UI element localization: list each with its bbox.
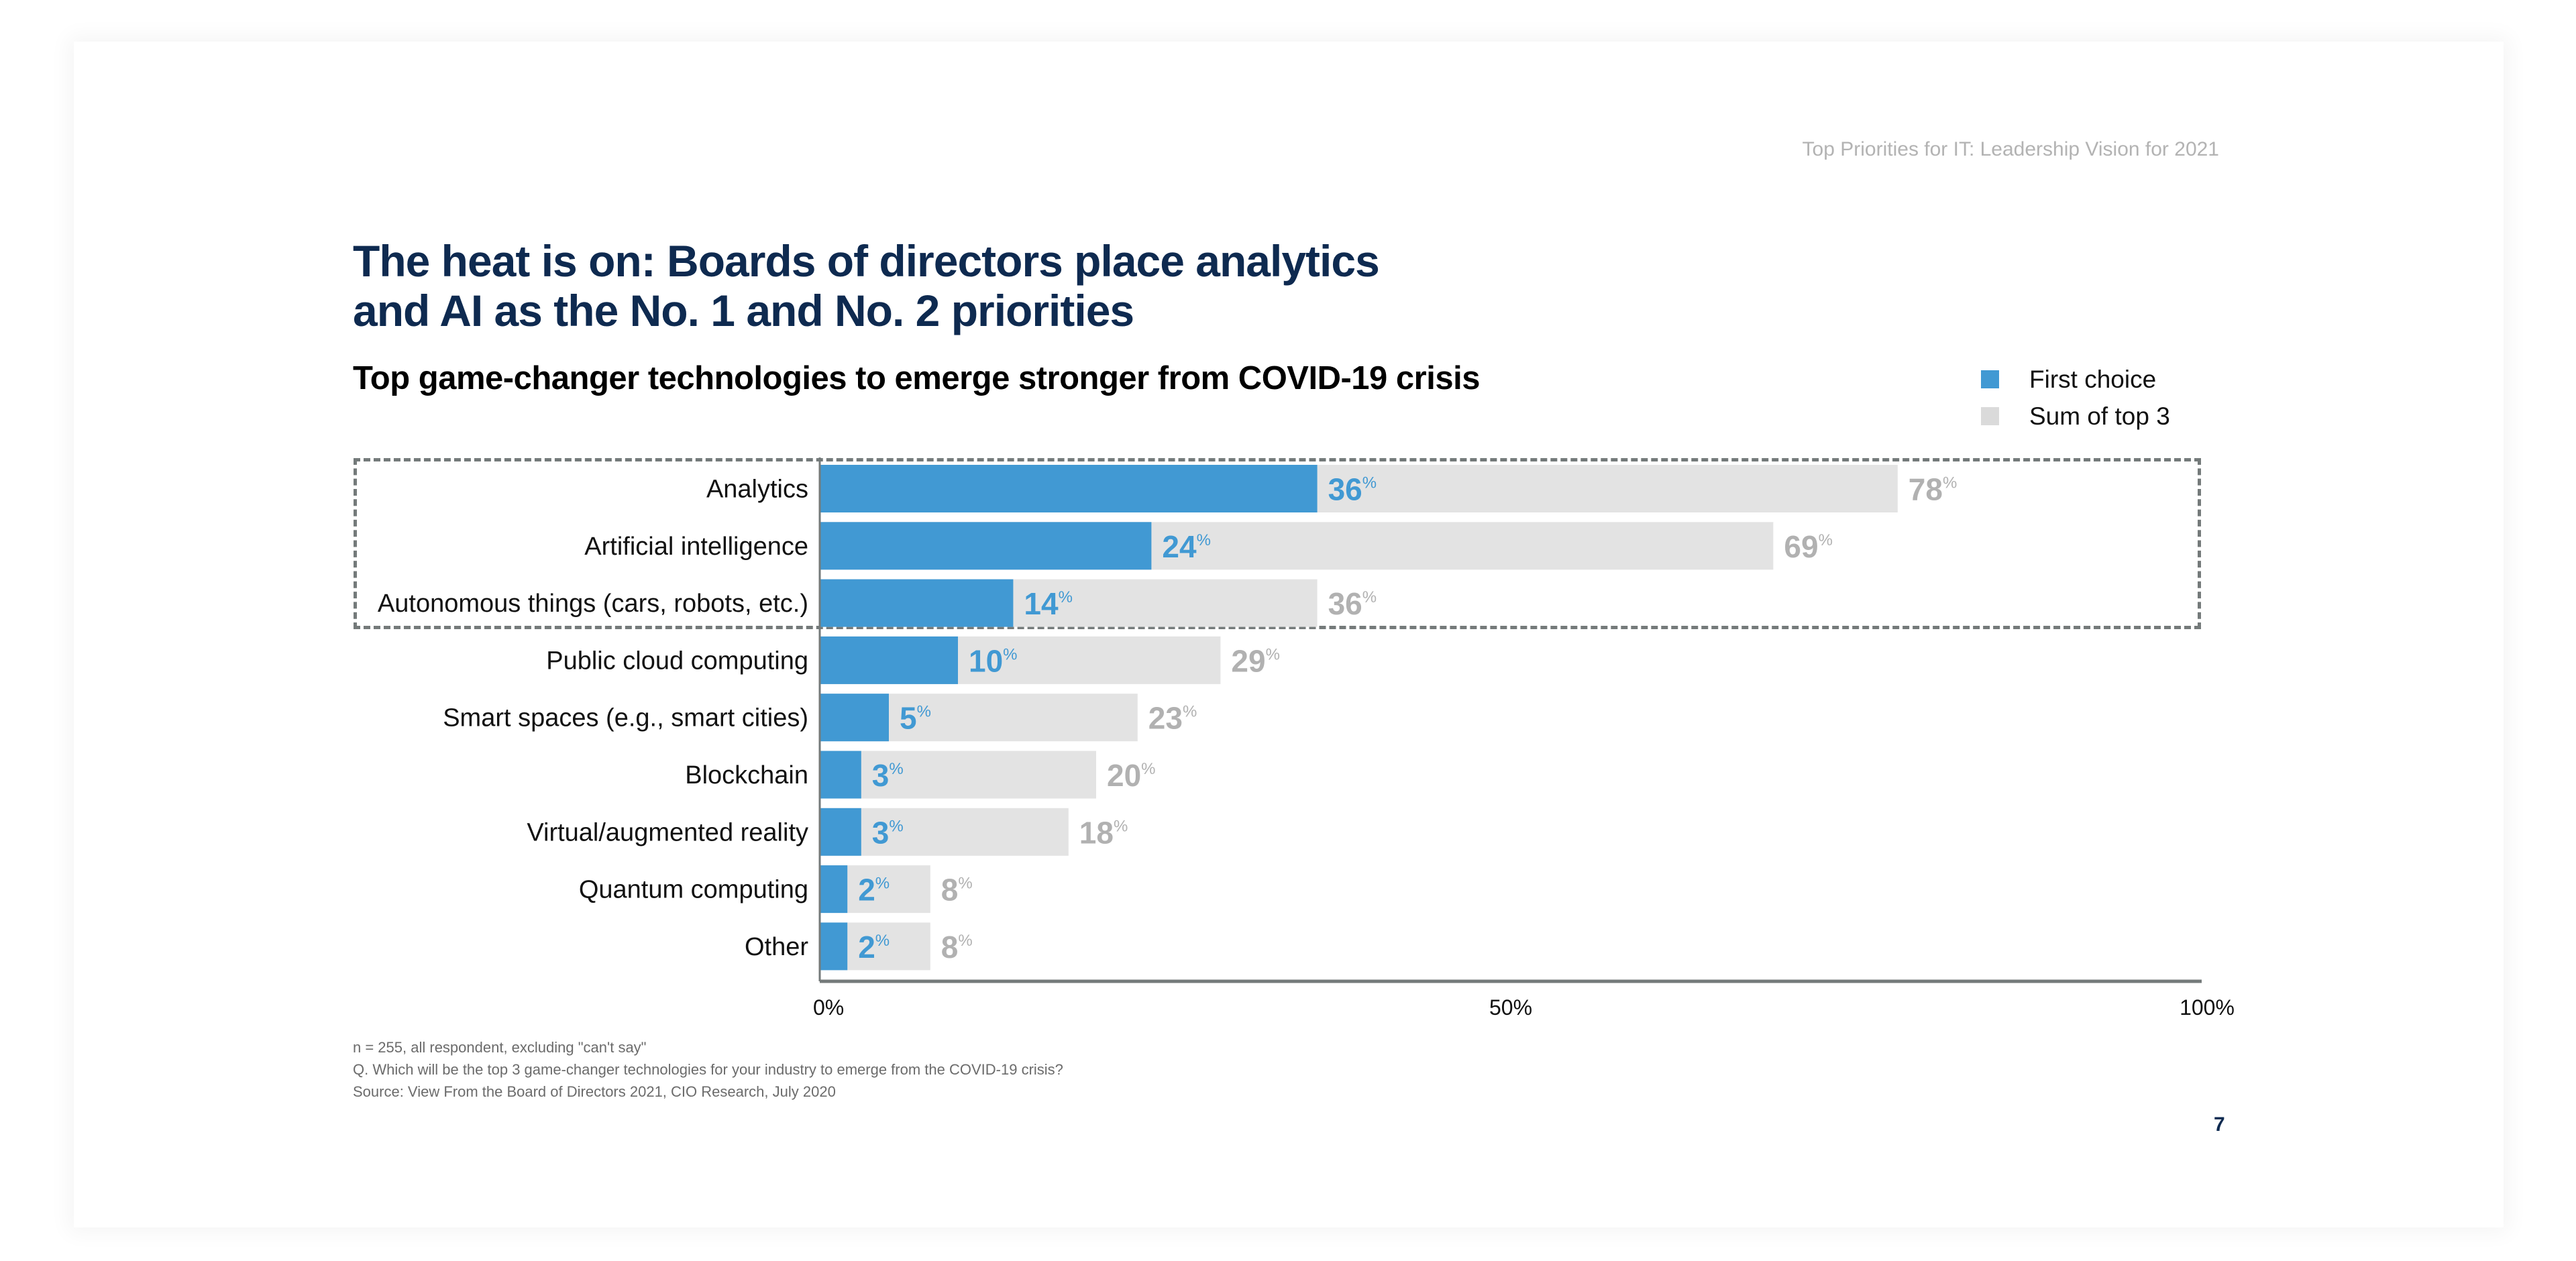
category-label-other: Other (745, 933, 808, 961)
value-label-sum-top3-virtual-augmented-reality: 18% (1079, 815, 1128, 850)
bar-first-choice-artificial-intelligence (820, 522, 1152, 570)
value-label-first-choice-public-cloud-computing: 10% (969, 643, 1018, 678)
legend-swatch-first-choice (1981, 370, 1999, 388)
legend-swatch-sum-top3 (1981, 407, 1999, 425)
value-label-first-choice-other: 2% (858, 930, 890, 965)
value-label-sum-top3-quantum-computing: 8% (941, 873, 973, 908)
bar-first-choice-smart-spaces-e-g-smart-cities (820, 694, 889, 742)
bar-sum-top3-blockchain (820, 751, 1096, 799)
value-label-first-choice-smart-spaces-e-g-smart-cities: 5% (900, 701, 931, 736)
category-labels: Analytics Artificial intelligence Autonomo… (378, 476, 808, 961)
bar-first-choice-virtual-augmented-reality (820, 808, 861, 856)
bar-first-choice-autonomous-things-cars-robots-etc (820, 579, 1014, 627)
x-tick-label-0pct: 0% (813, 995, 844, 1020)
category-label-quantum-computing: Quantum computing (579, 876, 808, 904)
value-label-sum-top3-analytics: 78% (1909, 472, 1957, 507)
category-label-analytics: Analytics (706, 476, 808, 504)
footnote-source: Source: View From the Board of Directors… (353, 1083, 836, 1100)
legend-label-first-choice: First choice (2029, 365, 2157, 393)
value-label-first-choice-artificial-intelligence: 24% (1162, 529, 1211, 564)
legend-item-sum-top3: Sum of top 3 (1981, 398, 2170, 435)
bar-first-choice-blockchain (820, 751, 861, 799)
page-number: 7 (2214, 1113, 2225, 1136)
page-title: The heat is on: Boards of directors plac… (353, 236, 1695, 335)
value-label-sum-top3-autonomous-things-cars-robots-etc: 36% (1328, 586, 1377, 621)
bars-layer (820, 465, 1898, 971)
legend-label-sum-top3: Sum of top 3 (2029, 402, 2170, 430)
value-label-sum-top3-smart-spaces-e-g-smart-cities: 23% (1148, 701, 1197, 736)
category-label-public-cloud-computing: Public cloud computing (546, 647, 808, 675)
value-label-sum-top3-public-cloud-computing: 29% (1231, 643, 1280, 678)
bar-first-choice-analytics (820, 465, 1318, 512)
value-label-sum-top3-blockchain: 20% (1107, 758, 1156, 793)
bar-first-choice-public-cloud-computing (820, 636, 958, 684)
value-label-first-choice-blockchain: 3% (872, 758, 904, 793)
value-labels: 36% 78% 24% 69% 14% 36% 10% 29% 5% 23% 3% 20% 3% 18% 2… (858, 472, 1957, 965)
running-head: Top Priorities for IT: Leadership Vision… (1802, 138, 2219, 160)
x-tick-label-100pct: 100% (2180, 995, 2235, 1020)
value-label-first-choice-autonomous-things-cars-robots-etc: 14% (1024, 586, 1073, 621)
value-label-sum-top3-other: 8% (941, 930, 973, 965)
category-label-artificial-intelligence: Artificial intelligence (584, 533, 808, 561)
category-label-virtual-augmented-reality: Virtual/augmented reality (527, 818, 808, 846)
category-label-autonomous-things-cars-robots-etc: Autonomous things (cars, robots, etc.) (378, 590, 808, 618)
headline-line-1: The heat is on: Boards of directors plac… (353, 236, 1380, 286)
value-label-first-choice-quantum-computing: 2% (858, 873, 890, 908)
highlight-box (354, 458, 2201, 629)
value-label-sum-top3-artificial-intelligence: 69% (1784, 529, 1833, 564)
footnote-sample: n = 255, all respondent, excluding "can'… (353, 1039, 647, 1056)
bar-first-choice-other (820, 922, 848, 971)
category-label-smart-spaces-e-g-smart-cities: Smart spaces (e.g., smart cities) (443, 704, 808, 732)
chart-legend: First choice Sum of top 3 (1981, 361, 2170, 435)
headline-line-2: and AI as the No. 1 and No. 2 priorities (353, 286, 1134, 335)
value-label-first-choice-virtual-augmented-reality: 3% (872, 815, 904, 850)
footnote-question: Q. Which will be the top 3 game-changer … (353, 1061, 1063, 1078)
x-tick-label-50pct: 50% (1489, 995, 1532, 1020)
bar-first-choice-quantum-computing (820, 865, 848, 914)
value-label-first-choice-analytics: 36% (1328, 472, 1377, 507)
slide-page (74, 42, 2504, 1227)
x-axis-ticks: 0% 50% 100% (813, 995, 2235, 1020)
chart-title: Top game-changer technologies to emerge … (353, 360, 1480, 396)
legend-item-first-choice: First choice (1981, 361, 2170, 398)
category-label-blockchain: Blockchain (685, 761, 808, 789)
footnotes: n = 255, all respondent, excluding "can'… (353, 1036, 1063, 1103)
